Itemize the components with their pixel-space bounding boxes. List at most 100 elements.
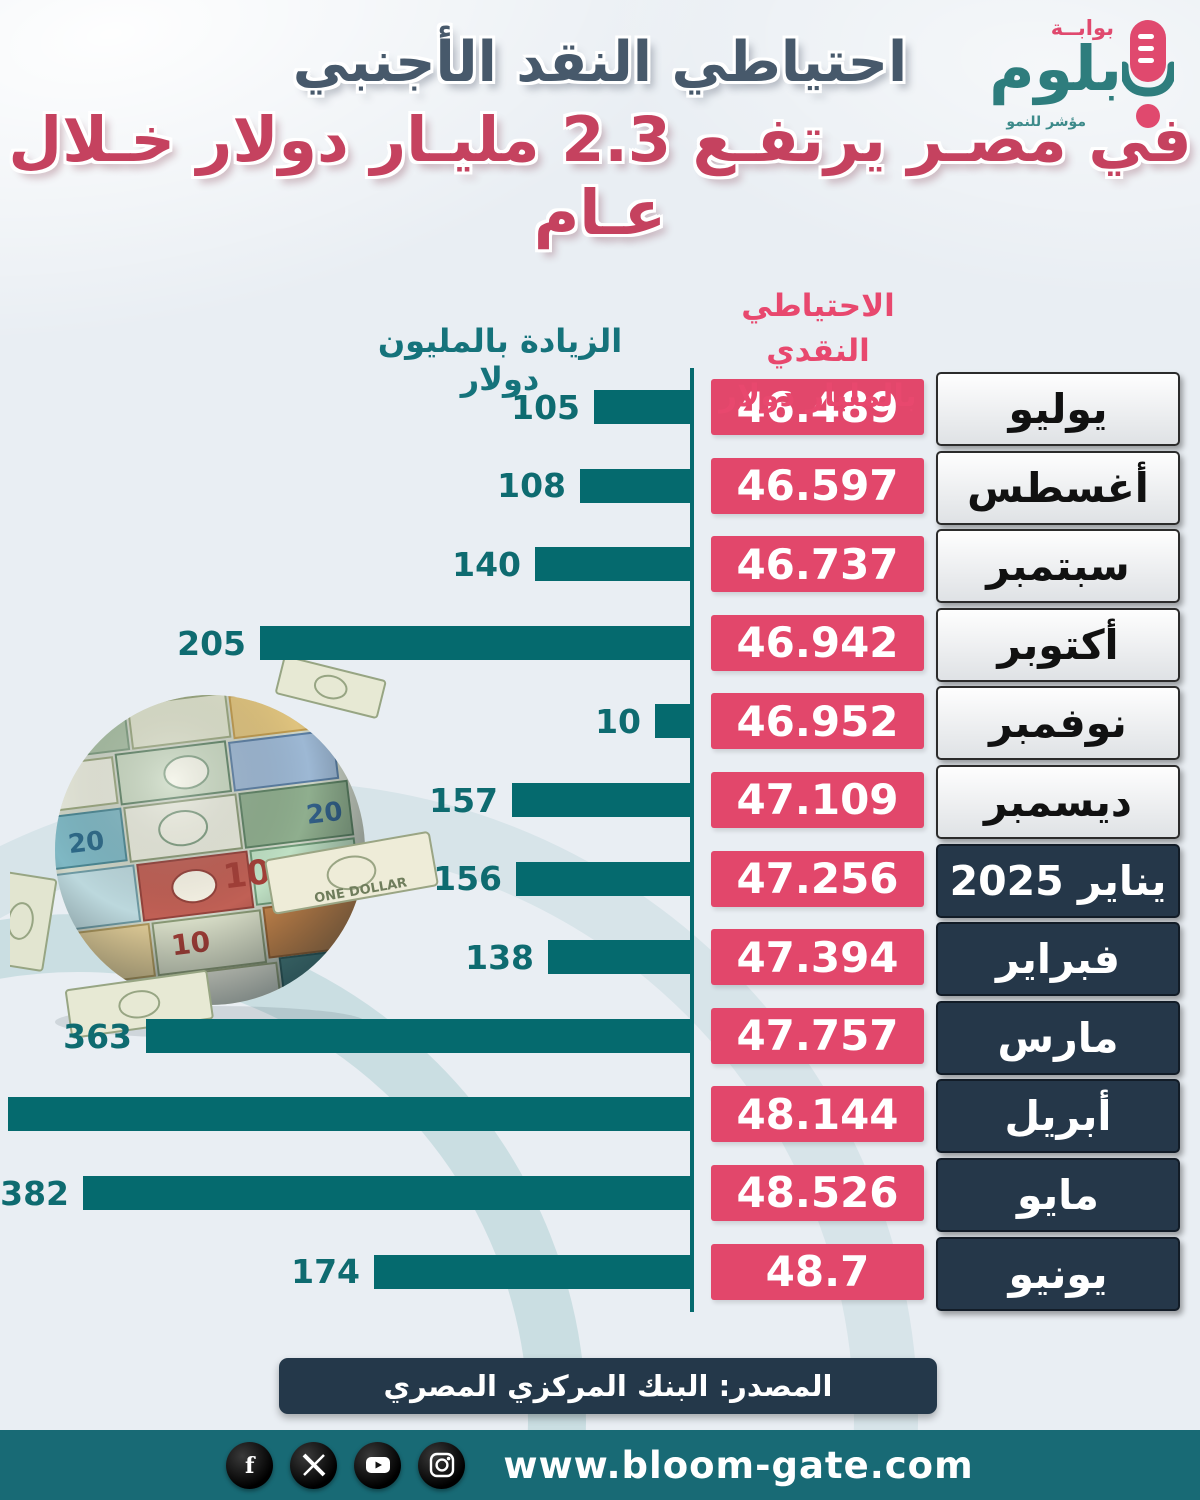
month-label-box: أغسطس <box>936 450 1180 525</box>
increase-value-label: 108 <box>497 466 566 506</box>
reserve-value: 46.952 <box>736 696 899 746</box>
logo-main-text: بلوم <box>989 32 1122 105</box>
increase-bar <box>83 1175 690 1210</box>
chart-row: 174 48.7 يونيو <box>0 1233 1200 1312</box>
source-text: المصدر: البنك المركزي المصري <box>383 1369 833 1403</box>
chart-row: 387 48.144 أبريل <box>0 1075 1200 1154</box>
instagram-icon <box>418 1441 466 1489</box>
month-label: يوليو <box>1008 385 1108 433</box>
month-label: سبتمبر <box>986 542 1130 591</box>
reserve-value-box: 47.256 <box>711 850 924 907</box>
facebook-icon: f <box>226 1441 274 1489</box>
youtube-icon <box>354 1441 402 1489</box>
increase-value-label: 157 <box>429 780 498 820</box>
reserve-value: 48.7 <box>765 1247 870 1297</box>
reserve-value: 48.144 <box>736 1089 899 1139</box>
month-label-box: مارس <box>936 1000 1180 1075</box>
month-label-box: يوليو <box>936 372 1180 446</box>
reserve-value-box: 46.952 <box>711 693 924 750</box>
month-label-box: يناير 2025 <box>936 843 1180 918</box>
reserve-value-box: 46.737 <box>711 536 924 593</box>
month-label: فبراير <box>995 935 1121 984</box>
svg-text:f: f <box>245 1453 256 1478</box>
chart-row: 205 46.942 أكتوبر <box>0 604 1200 683</box>
title-line-1: احتياطي النقد الأجنبي <box>292 30 908 95</box>
column-header-reserve-line2: بالمليار دولار <box>719 377 917 414</box>
increase-bar <box>8 1097 690 1132</box>
reserve-value: 46.942 <box>736 618 899 668</box>
month-label-box: ديسمبر <box>936 764 1180 839</box>
source-box: المصدر: البنك المركزي المصري <box>279 1358 937 1414</box>
increase-bar <box>580 468 690 503</box>
social-icons: f <box>226 1441 466 1489</box>
reserve-value: 47.109 <box>736 775 899 825</box>
chart-row: 10 46.952 نوفمبر <box>0 682 1200 761</box>
increase-value-label: 140 <box>452 544 521 584</box>
reserve-value: 46.737 <box>736 539 899 589</box>
month-label: ديسمبر <box>984 777 1132 826</box>
month-label-box: أكتوبر <box>936 607 1180 682</box>
x-icon <box>290 1441 338 1489</box>
increase-bar <box>655 704 690 739</box>
chart-row: 363 47.757 مارس <box>0 997 1200 1076</box>
month-label-box: يونيو <box>936 1236 1180 1311</box>
chart-row: 382 48.526 مايو <box>0 1154 1200 1233</box>
month-label-box: أبريل <box>936 1079 1180 1154</box>
increase-bar <box>548 940 690 975</box>
reserve-value: 48.526 <box>736 1168 899 1218</box>
reserve-value-box: 48.144 <box>711 1086 924 1143</box>
month-label: يناير 2025 <box>949 856 1167 905</box>
reserve-value: 47.757 <box>736 1011 899 1061</box>
logo-top-text: بوابــة <box>1050 16 1114 40</box>
month-label: نوفمبر <box>989 699 1127 748</box>
increase-bar <box>374 1254 690 1289</box>
increase-bar <box>146 1018 690 1053</box>
flying-bill-top <box>275 660 387 719</box>
chart-row: 138 47.394 فبراير <box>0 918 1200 997</box>
month-label: مارس <box>997 1013 1119 1062</box>
column-header-reserve: الاحتياطي النقدي بالمليار دولار <box>698 284 938 419</box>
logo-sub-text: مؤشر للنمو <box>1006 114 1086 130</box>
chart-rows: 105 46.489 يوليو 108 46.597 أغسطس 140 <box>0 368 1200 1311</box>
increase-value-label: 205 <box>177 623 246 663</box>
website-url: www.bloom-gate.com <box>503 1443 974 1487</box>
increase-value-label: 363 <box>63 1016 132 1056</box>
reserve-value: 46.597 <box>736 461 899 511</box>
reserve-value-box: 47.109 <box>711 771 924 828</box>
chart-row: 156 47.256 يناير 2025 <box>0 840 1200 919</box>
month-label: أبريل <box>1004 1092 1112 1141</box>
increase-value-label: 382 <box>0 1173 69 1213</box>
footer-band: f www.bloom <box>0 1430 1200 1500</box>
month-label: مايو <box>1017 1170 1099 1219</box>
month-label: أكتوبر <box>997 620 1119 669</box>
chart-row: 157 47.109 ديسمبر <box>0 761 1200 840</box>
month-label: يونيو <box>1008 1249 1108 1298</box>
month-label-box: نوفمبر <box>936 686 1180 761</box>
increase-value-label: 138 <box>465 937 534 977</box>
flying-bill-left <box>10 870 58 972</box>
month-label-box: مايو <box>936 1157 1180 1232</box>
increase-value-label: 10 <box>595 702 641 742</box>
increase-value-label: 174 <box>291 1252 360 1292</box>
month-label: أغسطس <box>967 463 1149 512</box>
increase-bar <box>260 625 690 660</box>
flying-bill-right: ONE DOLLAR <box>264 831 439 915</box>
chart-row: 108 46.597 أغسطس <box>0 447 1200 526</box>
column-header-reserve-line1: الاحتياطي النقدي <box>741 288 895 369</box>
reserve-value-box: 48.526 <box>711 1164 924 1221</box>
reserve-value-box: 47.394 <box>711 929 924 986</box>
bloom-gate-logo: بوابــة بلوم مؤشر للنمو <box>989 12 1178 144</box>
reserve-value-box: 46.597 <box>711 457 924 514</box>
increase-bar <box>516 861 690 896</box>
chart-row: 140 46.737 سبتمبر <box>0 525 1200 604</box>
page-title: احتياطي النقد الأجنبي في مصـر يرتفـع 2.3… <box>0 0 1200 249</box>
microphone-icon <box>1122 20 1174 128</box>
month-label-box: سبتمبر <box>936 529 1180 604</box>
reserve-value-box: 47.757 <box>711 1007 924 1064</box>
increase-bar <box>512 782 690 817</box>
column-header-increase: الزيادة بالمليون دولار <box>377 322 623 398</box>
reserve-value: 47.256 <box>736 854 899 904</box>
reserve-value-box: 48.7 <box>711 1243 924 1300</box>
increase-value-label: 156 <box>433 859 502 899</box>
